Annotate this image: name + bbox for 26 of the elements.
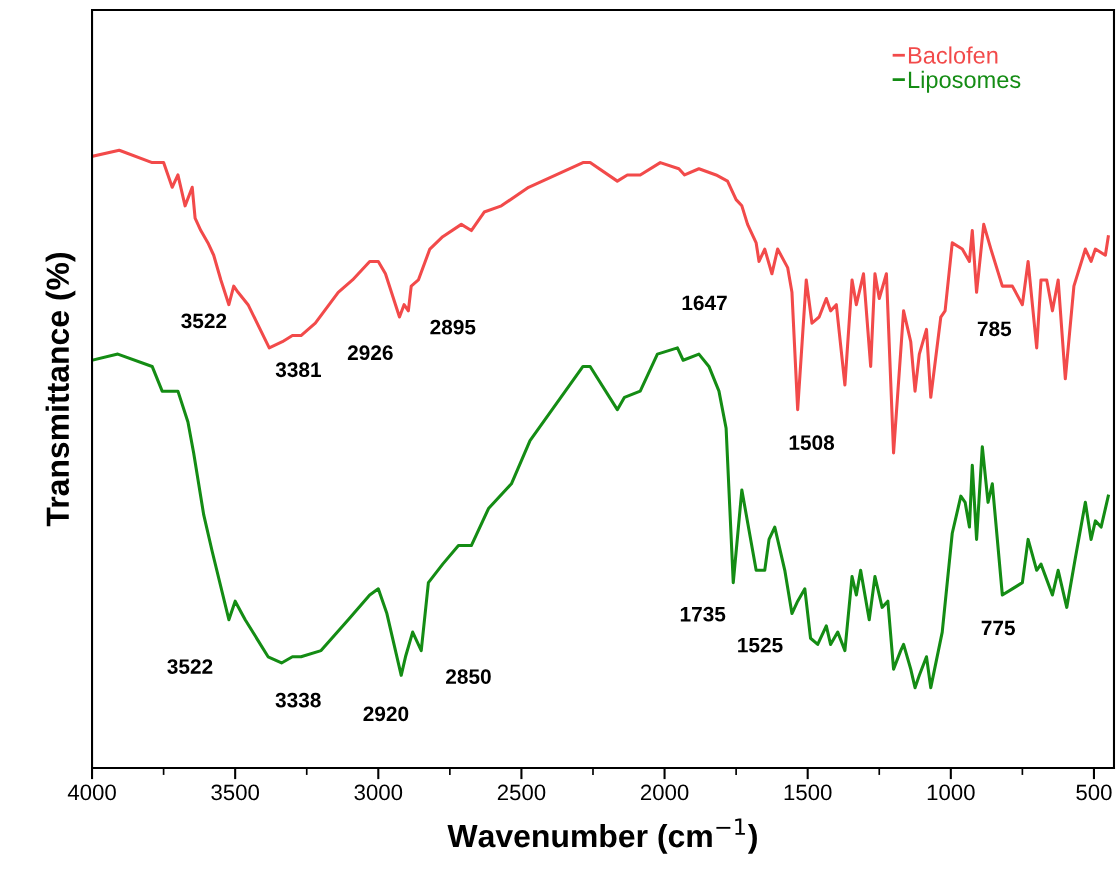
annotation: 1735 xyxy=(680,606,726,622)
legend-label: Liposomes xyxy=(908,70,1021,93)
x-tick-label: 2500 xyxy=(497,784,546,801)
x-tick-label: 4000 xyxy=(67,784,116,801)
annotation: 3522 xyxy=(181,313,227,329)
x-tick-label: 500 xyxy=(1076,784,1112,801)
x-tick-label: 3000 xyxy=(354,784,403,801)
x-tick-label: 1000 xyxy=(927,784,975,801)
x-axis-title: Wavenumber (cm$^{−1}$) xyxy=(447,818,757,854)
annotation: 2926 xyxy=(347,345,393,361)
annotation: 3338 xyxy=(275,692,321,708)
annotation: 775 xyxy=(981,620,1015,636)
x-tick-label: 2000 xyxy=(640,784,689,801)
x-tick-label: 1500 xyxy=(784,784,832,801)
annotation: 1508 xyxy=(789,435,835,450)
legend-label: Baclofen xyxy=(908,46,998,64)
annotation: 785 xyxy=(977,321,1012,337)
annotation: 3381 xyxy=(275,362,321,378)
annotation: 1647 xyxy=(682,295,727,311)
annotation: 2895 xyxy=(430,319,476,335)
y-axis-title: Transmittance (%) xyxy=(45,253,76,527)
annotation: 2850 xyxy=(446,669,491,684)
x-tick-label: 3500 xyxy=(211,784,260,801)
annotation: 2920 xyxy=(363,706,409,722)
annotation: 1525 xyxy=(738,637,783,653)
annotation: 3522 xyxy=(167,659,213,674)
